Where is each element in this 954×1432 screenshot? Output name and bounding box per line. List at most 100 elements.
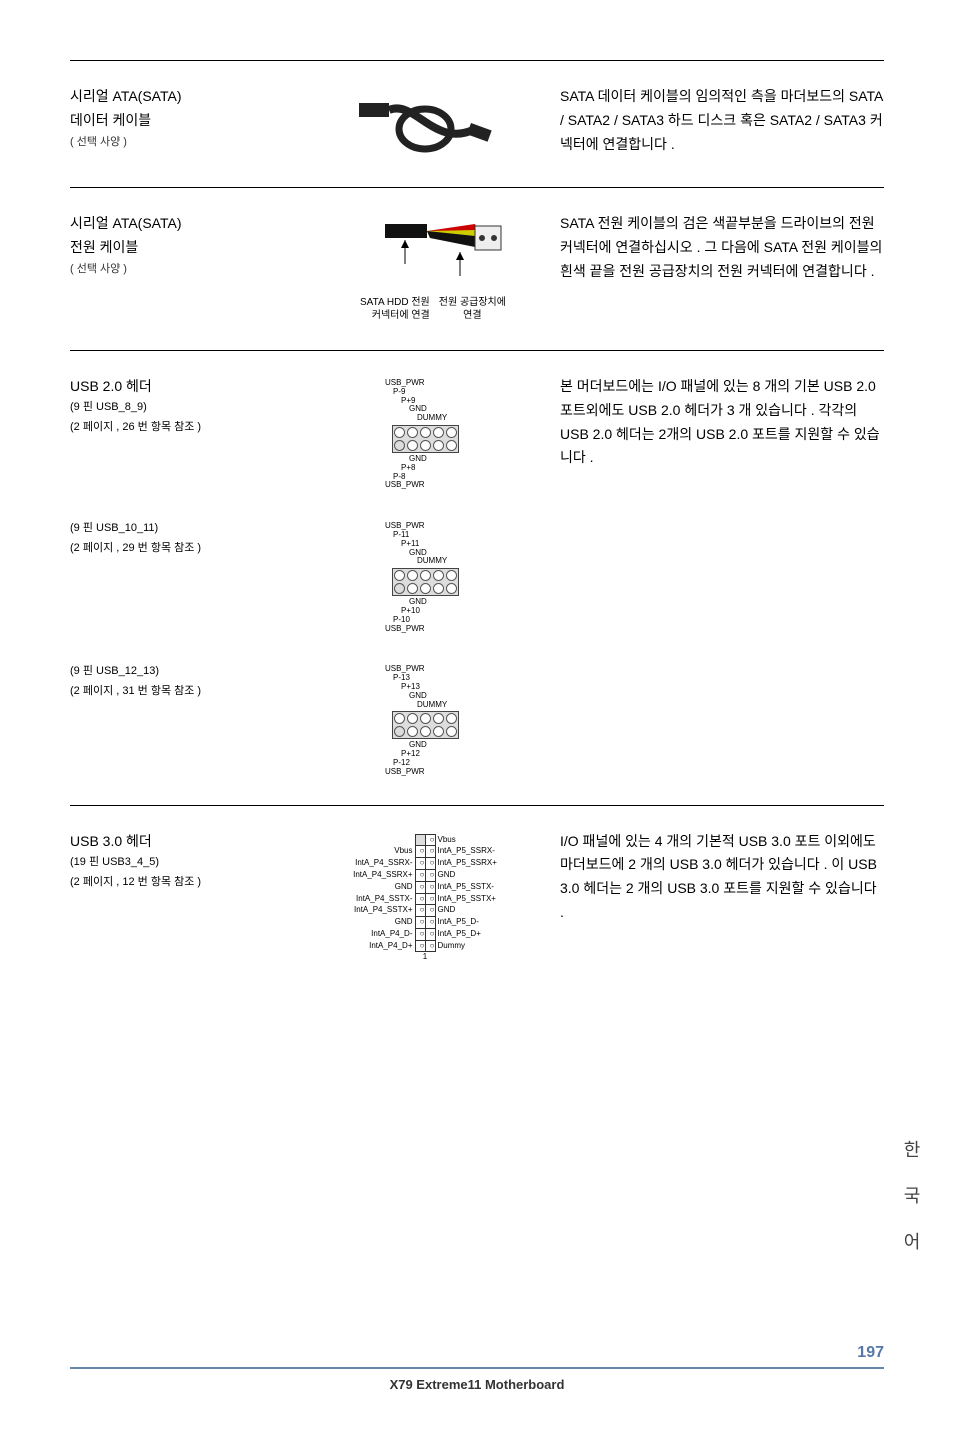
d3-top4: GND	[385, 691, 427, 700]
sata-power-title2: 전원 케이블	[70, 236, 300, 258]
p-r3l: IntA_P4_SSRX-	[353, 858, 415, 870]
sata-power-title1: 시리얼 ATA(SATA)	[70, 212, 300, 234]
p-r9l: IntA_P4_D-	[353, 928, 415, 940]
page-number: 197	[857, 1344, 884, 1362]
d3-bot1: GND	[385, 740, 427, 749]
d3-bot4: USB_PWR	[385, 767, 425, 776]
p-r2l: Vbus	[353, 846, 415, 858]
usb30-desc: I/O 패널에 있는 4 개의 기본적 USB 3.0 포트 이외에도 마더보드…	[550, 830, 884, 964]
d2-top3: P+11	[385, 539, 419, 548]
p-r1r: Vbus	[435, 834, 497, 846]
p-r5r: IntA_P5_SSTX-	[435, 881, 497, 893]
sata-power-note-left: SATA HDD 전원 커넥터에 연결	[335, 296, 430, 322]
d1-top4: GND	[385, 404, 427, 413]
d1-top1: USB_PWR	[385, 378, 425, 387]
p-r6l: IntA_P4_SSTX-	[353, 893, 415, 905]
section-sata-data: 시리얼 ATA(SATA) 데이터 케이블 ( 선택 사양 ) SATA 데이터…	[70, 60, 884, 187]
usb20-ref2: (2 페이지 , 29 번 항목 참조 )	[70, 540, 300, 558]
d2-bot2: P+10	[385, 606, 420, 615]
d2-bot3: P-10	[385, 615, 410, 624]
sata-power-left: 시리얼 ATA(SATA) 전원 케이블 ( 선택 사양 )	[70, 212, 300, 322]
p-r8l: GND	[353, 917, 415, 929]
sata-data-title2: 데이터 케이블	[70, 109, 300, 131]
d3-bot3: P-12	[385, 758, 410, 767]
d1-bot3: P-8	[385, 472, 405, 481]
section-sata-power: 시리얼 ATA(SATA) 전원 케이블 ( 선택 사양 ) SATA HDD …	[70, 187, 884, 350]
usb20-diagram-2: USB_PWR P-11 P+11 GND DUMMY GND P+10 P-1…	[300, 518, 550, 633]
usb30-pin1-marker: 1	[325, 952, 525, 963]
d3-top5: DUMMY	[385, 700, 447, 709]
d2-top5: DUMMY	[385, 556, 447, 565]
usb30-diagram: ○Vbus Vbus○○IntA_P5_SSRX- IntA_P4_SSRX-○…	[300, 830, 550, 964]
usb20-pin3: (9 핀 USB_12_13)	[70, 663, 300, 681]
d2-top1: USB_PWR	[385, 521, 425, 530]
d2-bot1: GND	[385, 597, 427, 606]
sata-data-title1: 시리얼 ATA(SATA)	[70, 85, 300, 107]
p-r7r: GND	[435, 905, 497, 917]
sata-cable-icon	[355, 89, 495, 159]
usb20-left-2: (9 핀 USB_10_11) (2 페이지 , 29 번 항목 참조 )	[70, 518, 300, 633]
sata-power-label1: SATA HDD 전원	[360, 297, 430, 308]
footer-product: X79 Extreme11 Motherboard	[70, 1367, 884, 1392]
usb30-left: USB 3.0 헤더 (19 핀 USB3_4_5) (2 페이지 , 12 번…	[70, 830, 300, 964]
p-r10r: Dummy	[435, 940, 497, 952]
usb20-desc: 본 머더보드에는 I/O 패널에 있는 8 개의 기본 USB 2.0 포트외에…	[550, 375, 884, 490]
p-r7l: IntA_P4_SSTX+	[353, 905, 415, 917]
sata-power-note-right: 전원 공급장치에 연결	[430, 296, 515, 322]
d1-bot2: P+8	[385, 463, 415, 472]
sata-power-label3: 전원 공급장치에	[439, 297, 506, 308]
d1-top2: P-9	[385, 387, 405, 396]
usb20-left-3: (9 핀 USB_12_13) (2 페이지 , 31 번 항목 참조 )	[70, 661, 300, 776]
footer: X79 Extreme11 Motherboard	[70, 1367, 884, 1392]
usb20-diagram-1: USB_PWR P-9 P+9 GND DUMMY GND P+8 P-8 US…	[300, 375, 550, 490]
usb20-left-1: USB 2.0 헤더 (9 핀 USB_8_9) (2 페이지 , 26 번 항…	[70, 375, 300, 490]
p-r10l: IntA_P4_D+	[353, 940, 415, 952]
d1-top5: DUMMY	[385, 413, 447, 422]
sata-power-desc: SATA 전원 케이블의 검은 색끝부분을 드라이브의 전원 커넥터에 연결하십…	[550, 212, 884, 322]
side-language-tab: 한 국 어	[898, 1140, 924, 1254]
p-r9r: IntA_P5_D+	[435, 928, 497, 940]
p-r3r: IntA_P5_SSRX+	[435, 858, 497, 870]
sata-power-subtitle: ( 선택 사양 )	[70, 261, 300, 279]
usb20-diagram-3: USB_PWR P-13 P+13 GND DUMMY GND P+12 P-1…	[300, 661, 550, 776]
d1-bot4: USB_PWR	[385, 480, 425, 489]
p-r4r: GND	[435, 869, 497, 881]
sata-power-diagram: SATA HDD 전원 커넥터에 연결 전원 공급장치에 연결	[300, 212, 550, 322]
section-usb30: USB 3.0 헤더 (19 핀 USB3_4_5) (2 페이지 , 12 번…	[70, 805, 884, 992]
usb30-pin-table: ○Vbus Vbus○○IntA_P5_SSRX- IntA_P4_SSRX-○…	[353, 834, 497, 953]
d3-top1: USB_PWR	[385, 664, 425, 673]
usb20-pin1: (9 핀 USB_8_9)	[70, 399, 300, 417]
d2-bot4: USB_PWR	[385, 624, 425, 633]
usb20-pin2: (9 핀 USB_10_11)	[70, 520, 300, 538]
usb20-pinblock-1	[392, 425, 459, 453]
d3-top2: P-13	[385, 673, 410, 682]
usb20-title: USB 2.0 헤더	[70, 375, 300, 397]
d2-top4: GND	[385, 548, 427, 557]
d1-top3: P+9	[385, 396, 415, 405]
p-r4l: IntA_P4_SSRX+	[353, 869, 415, 881]
p-r8r: IntA_P5_D-	[435, 917, 497, 929]
usb30-title: USB 3.0 헤더	[70, 830, 300, 852]
p-r6r: IntA_P5_SSTX+	[435, 893, 497, 905]
d2-top2: P-11	[385, 530, 409, 539]
sata-data-left: 시리얼 ATA(SATA) 데이터 케이블 ( 선택 사양 )	[70, 85, 300, 159]
usb20-ref1: (2 페이지 , 26 번 항목 참조 )	[70, 419, 300, 437]
p-r5l: GND	[353, 881, 415, 893]
sata-data-desc: SATA 데이터 케이블의 임의적인 측을 마더보드의 SATA / SATA2…	[550, 85, 884, 159]
usb30-pin1: (19 핀 USB3_4_5)	[70, 854, 300, 872]
usb30-ref1: (2 페이지 , 12 번 항목 참조 )	[70, 874, 300, 892]
usb20-pinblock-3	[392, 711, 459, 739]
usb20-pinblock-2	[392, 568, 459, 596]
sata-power-label2: 커넥터에 연결	[372, 310, 430, 321]
p-r1l	[353, 834, 415, 846]
sata-data-subtitle: ( 선택 사양 )	[70, 134, 300, 152]
sata-power-label4: 연결	[463, 310, 481, 321]
d3-top3: P+13	[385, 682, 420, 691]
d1-bot1: GND	[385, 454, 427, 463]
usb20-ref3: (2 페이지 , 31 번 항목 참조 )	[70, 683, 300, 701]
sata-power-cable-icon	[335, 216, 515, 296]
p-r2r: IntA_P5_SSRX-	[435, 846, 497, 858]
d3-bot2: P+12	[385, 749, 420, 758]
section-usb20: USB 2.0 헤더 (9 핀 USB_8_9) (2 페이지 , 26 번 항…	[70, 350, 884, 805]
sata-data-diagram	[300, 85, 550, 159]
